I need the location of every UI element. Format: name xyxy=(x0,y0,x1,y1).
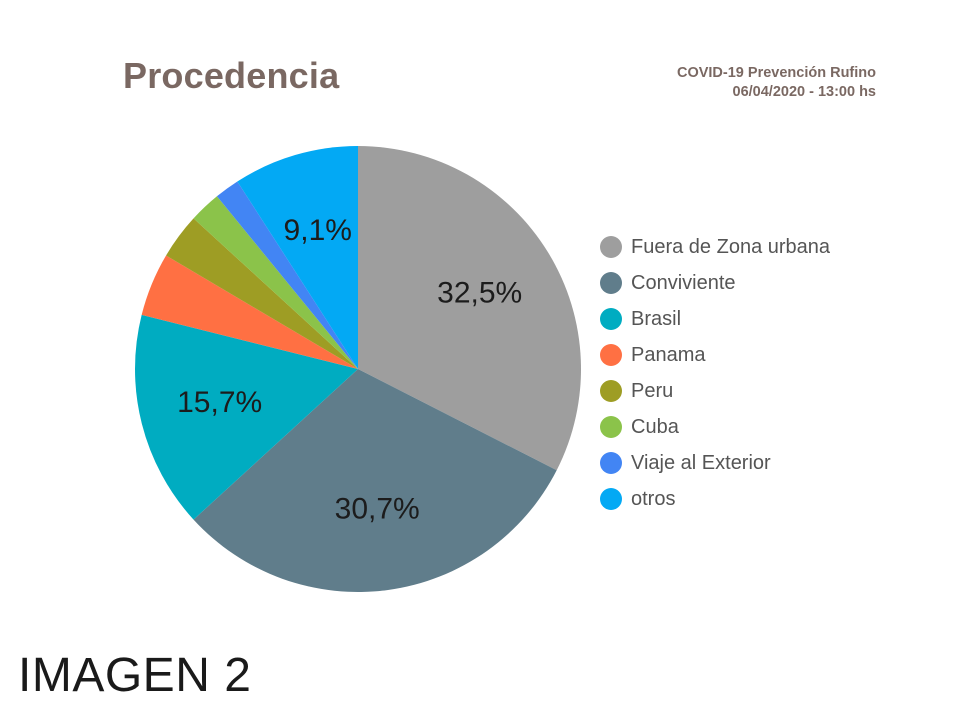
chart-meta-line-1: COVID-19 Prevención Rufino xyxy=(676,65,876,81)
legend-swatch-conviviente xyxy=(600,272,622,294)
pie-slice-conviviente xyxy=(193,369,557,592)
legend-item-brasil: Brasil xyxy=(600,301,830,337)
pie-slice-peru xyxy=(166,218,358,369)
image-caption: IMAGEN 2 xyxy=(18,649,252,702)
legend-label-conviviente: Conviviente xyxy=(631,271,736,294)
pie-slice-fuera-de-zona-urbana xyxy=(358,146,582,471)
legend-label-peru: Peru xyxy=(631,379,674,402)
legend-label-brasil: Brasil xyxy=(631,307,682,330)
legend-swatch-viaje-al-exterior xyxy=(600,452,622,474)
slice-label-conviviente: 30,7% xyxy=(335,492,420,525)
slice-label-fuera-de-zona-urbana: 32,5% xyxy=(437,276,522,309)
legend-swatch-brasil xyxy=(600,308,622,330)
legend-item-viaje-al-exterior: Viaje al Exterior xyxy=(600,445,830,481)
slice-label-otros: 9,1% xyxy=(284,214,352,247)
slice-label-brasil: 15,7% xyxy=(177,386,262,419)
pie-slice-brasil xyxy=(135,314,358,520)
chart-title: Procedencia xyxy=(123,55,340,96)
legend-item-conviviente: Conviviente xyxy=(600,265,830,301)
legend-item-cuba: Cuba xyxy=(600,409,830,445)
legend-swatch-fuera-de-zona-urbana xyxy=(600,236,622,258)
chart-meta: COVID-19 Prevención Rufino 06/04/2020 - … xyxy=(677,64,876,102)
legend-item-fuera-de-zona-urbana: Fuera de Zona urbana xyxy=(600,229,830,265)
legend-label-otros: otros xyxy=(631,487,676,510)
pie-slice-viaje-al-exterior xyxy=(216,181,358,369)
pie-slice-cuba xyxy=(193,196,358,369)
legend-item-otros: otros xyxy=(600,481,830,517)
pie-slice-panama xyxy=(141,255,358,369)
pie-slice-otros xyxy=(237,146,358,369)
legend-swatch-panama xyxy=(600,344,622,366)
legend-item-panama: Panama xyxy=(600,337,830,373)
chart-legend: Fuera de Zona urbana Conviviente Brasil Pan… xyxy=(600,229,830,517)
legend-label-viaje-al-exterior: Viaje al Exterior xyxy=(631,451,771,474)
legend-label-panama: Panama xyxy=(631,343,706,366)
chart-meta-line-2: 06/04/2020 - 13:00 hs xyxy=(732,84,877,100)
legend-label-fuera-de-zona-urbana: Fuera de Zona urbana xyxy=(631,235,831,258)
legend-swatch-peru xyxy=(600,380,622,402)
legend-swatch-cuba xyxy=(600,416,622,438)
legend-item-peru: Peru xyxy=(600,373,830,409)
legend-swatch-otros xyxy=(600,488,622,510)
legend-label-cuba: Cuba xyxy=(631,415,679,438)
